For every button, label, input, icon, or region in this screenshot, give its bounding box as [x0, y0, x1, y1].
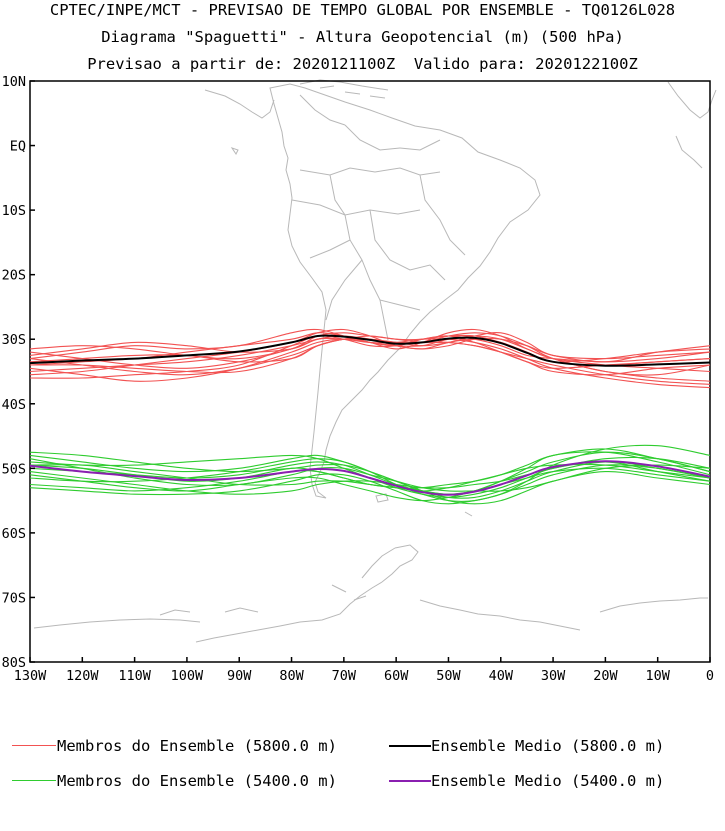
lon-tick-label: 80W — [279, 668, 304, 684]
latitude-axis: 10N EQ 10S 20S 30S 40S 50S 60S 70S 80S — [2, 74, 35, 671]
lon-tick-label: 130W — [14, 668, 47, 684]
legend-swatch-members-5800 — [12, 745, 56, 746]
contour-5400-member — [29, 444, 711, 505]
lon-tick-label: 110W — [118, 668, 151, 684]
lat-tick-label: 70S — [2, 590, 26, 606]
lat-tick-label: 80S — [2, 655, 26, 671]
contour-lines — [29, 328, 711, 505]
lon-tick-label: 120W — [66, 668, 99, 684]
lat-tick-label: 60S — [2, 526, 26, 542]
spaghetti-map: 10N EQ 10S 20S 30S 40S 50S 60S 70S 80S 130W 120W 11… — [2, 74, 717, 684]
lon-tick-label: 10W — [645, 668, 670, 684]
title-line-2: Diagrama "Spaguetti" - Altura Geopotenci… — [101, 28, 624, 46]
lon-tick-label: 70W — [332, 668, 357, 684]
legend-item-mean-5400: Ensemble Medio (5400.0 m) — [389, 771, 719, 791]
contour-5400-mean — [29, 460, 711, 496]
lat-tick-label: 10S — [2, 203, 26, 219]
contour-5800-member — [29, 328, 711, 376]
contour-5800-member — [29, 334, 711, 374]
lat-tick-label: 30S — [2, 332, 26, 348]
lon-tick-label: 20W — [593, 668, 618, 684]
lon-tick-label: 0 — [706, 668, 714, 684]
legend-item-members-5400: Membros do Ensemble (5400.0 m) — [12, 771, 372, 791]
lon-tick-label: 30W — [541, 668, 566, 684]
coastline-map — [33, 79, 717, 643]
legend-swatch-mean-5400 — [389, 780, 431, 782]
legend-swatch-members-5400 — [12, 780, 56, 781]
title-line-3: Previsao a partir de: 2020121100Z Valido… — [87, 55, 638, 73]
legend-item-members-5800: Membros do Ensemble (5800.0 m) — [12, 736, 372, 756]
contour-5800-mean — [29, 334, 711, 367]
lat-tick-label: 20S — [2, 268, 26, 284]
lon-tick-label: 60W — [384, 668, 409, 684]
lat-tick-label: 10N — [2, 74, 26, 90]
lat-tick-label: 40S — [2, 397, 26, 413]
legend-label-mean-5400: Ensemble Medio (5400.0 m) — [431, 772, 665, 790]
legend-item-mean-5800: Ensemble Medio (5800.0 m) — [389, 736, 719, 756]
lat-tick-label: EQ — [10, 139, 26, 155]
legend-swatch-mean-5800 — [389, 745, 431, 747]
longitude-axis: 130W 120W 110W 100W 90W 80W 70W 60W 50W 40W 30W 20W… — [14, 657, 714, 684]
lon-tick-label: 40W — [489, 668, 514, 684]
title-line-1: CPTEC/INPE/MCT - PREVISAO DE TEMPO GLOBA… — [49, 1, 676, 19]
legend-label-members-5800: Membros do Ensemble (5800.0 m) — [57, 737, 337, 755]
legend-label-members-5400: Membros do Ensemble (5400.0 m) — [57, 772, 337, 790]
legend-label-mean-5800: Ensemble Medio (5800.0 m) — [431, 737, 665, 755]
lon-tick-label: 90W — [227, 668, 252, 684]
contour-5400-member — [29, 458, 711, 492]
lon-tick-label: 50W — [436, 668, 461, 684]
contour-5800-member — [29, 335, 711, 385]
lon-tick-label: 100W — [171, 668, 204, 684]
lat-tick-label: 50S — [2, 461, 26, 477]
contour-5400-member — [29, 451, 711, 495]
